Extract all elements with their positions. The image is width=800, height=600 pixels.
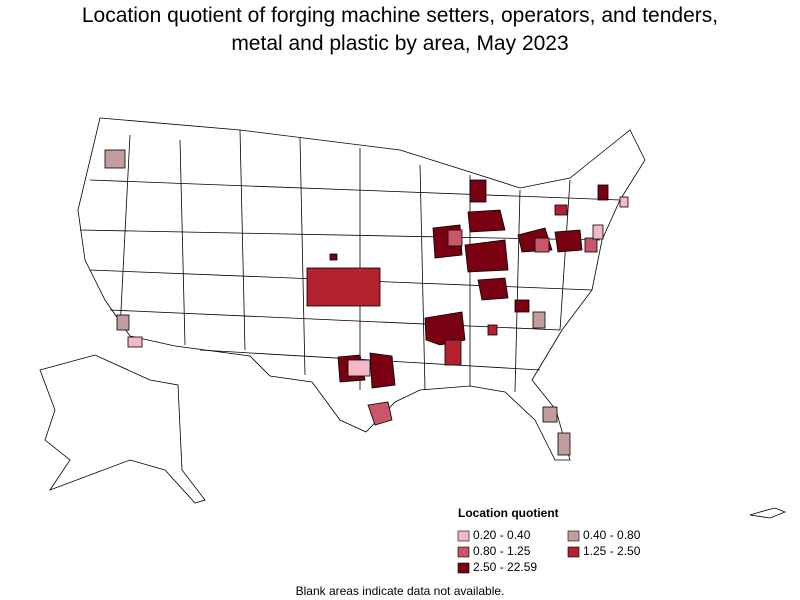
map-area <box>329 253 338 261</box>
legend-swatch <box>567 546 580 558</box>
map-area <box>592 224 604 240</box>
map-area <box>514 299 530 313</box>
map-area <box>477 277 509 301</box>
map-area <box>554 204 568 216</box>
map-area <box>464 239 509 273</box>
legend-swatch <box>567 530 580 542</box>
map-area <box>554 229 583 253</box>
legend-swatch <box>457 530 470 542</box>
map-area <box>534 237 550 253</box>
map-area <box>469 179 487 203</box>
legend-title: Location quotient <box>458 506 559 520</box>
map-area <box>542 406 558 423</box>
map <box>39 117 787 519</box>
map-area <box>116 314 130 331</box>
map-area <box>347 359 371 377</box>
alaska <box>39 354 206 504</box>
map-area <box>306 267 381 307</box>
map-area <box>447 229 463 247</box>
map-area <box>444 339 462 366</box>
map-area <box>104 149 126 169</box>
legend-label: 0.40 - 0.80 <box>583 528 641 542</box>
legend-label: 0.20 - 0.40 <box>473 528 531 542</box>
legend-label: 2.50 - 22.59 <box>473 560 537 574</box>
title-line: metal and plastic by area, May 2023 <box>231 32 568 55</box>
map-area <box>584 237 598 253</box>
map-area <box>557 432 571 456</box>
map-area <box>369 352 396 389</box>
map-area <box>532 311 546 329</box>
map-area <box>487 324 498 336</box>
legend-label: 1.25 - 2.50 <box>583 544 641 558</box>
map-area <box>367 401 393 426</box>
map-area <box>619 196 629 208</box>
map-area <box>597 184 609 201</box>
map-area <box>467 209 506 233</box>
legend-swatch <box>457 562 470 574</box>
legend-swatch <box>457 546 470 558</box>
legend-label: 0.80 - 1.25 <box>473 544 531 558</box>
title-line: Location quotient of forging machine set… <box>82 4 718 27</box>
note: Blank areas indicate data not available. <box>296 584 505 598</box>
legend: Location quotient 0.20 - 0.40 0.40 - 0.80… <box>457 506 641 574</box>
map-area <box>127 336 143 348</box>
hawaii <box>749 507 787 519</box>
